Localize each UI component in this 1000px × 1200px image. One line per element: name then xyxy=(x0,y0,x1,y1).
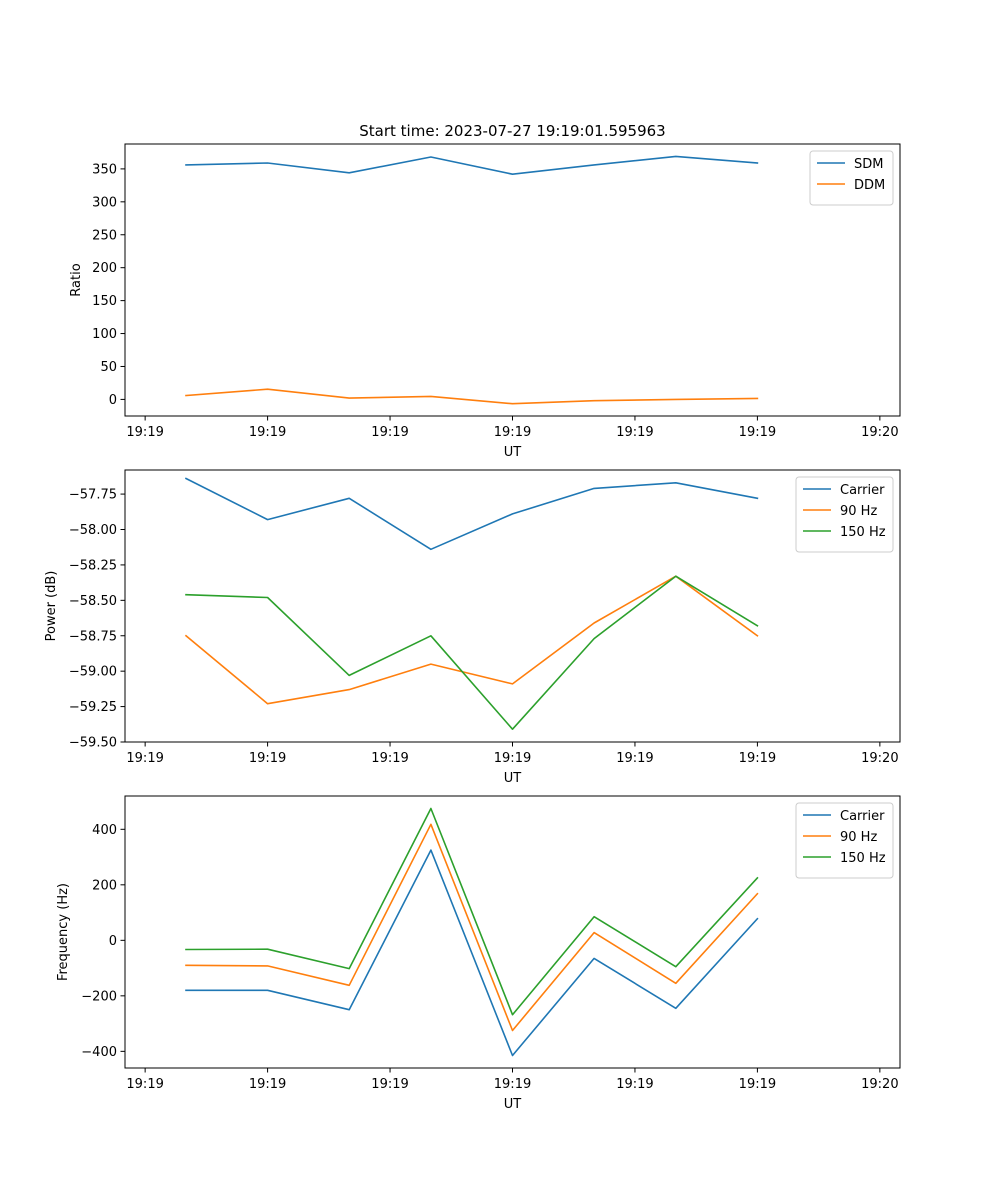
power-legend-label-carrier: Carrier xyxy=(840,483,885,498)
frequency-y-tick-label: 200 xyxy=(92,878,117,893)
frequency-series-150-hz-line xyxy=(185,807,759,1016)
ratio-y-tick-label: 0 xyxy=(109,393,117,408)
frequency-x-tick-label: 19:19 xyxy=(126,1077,163,1092)
ratio-legend-label-ddm: DDM xyxy=(854,178,885,193)
power-y-tick-label: −59.25 xyxy=(69,700,117,715)
frequency-x-tick-label: 19:19 xyxy=(739,1077,776,1092)
frequency-x-tick-label: 19:19 xyxy=(249,1077,286,1092)
frequency-series-90-hz-line xyxy=(185,823,759,1032)
frequency-legend-label-90-hz: 90 Hz xyxy=(840,830,877,845)
ratio-y-tick-label: 350 xyxy=(92,162,117,177)
power-x-tick-label: 19:19 xyxy=(371,751,408,766)
power-chart: 19:19 19:19 19:19 19:19 19:19 19:19 19:20 −59.5… xyxy=(44,469,901,786)
power-y-axis-label: Power (dB) xyxy=(44,571,59,642)
frequency-legend-label-carrier: Carrier xyxy=(840,809,885,824)
power-x-tick-label: 19:19 xyxy=(739,751,776,766)
power-y-tick-label: −58.25 xyxy=(69,558,117,573)
ratio-series-sdm-line xyxy=(185,155,759,175)
frequency-chart: 19:19 19:19 19:19 19:19 19:19 19:19 19:20 −400 −… xyxy=(56,795,901,1112)
ratio-y-tick-label: 300 xyxy=(92,195,117,210)
ratio-y-tick-label: 200 xyxy=(92,261,117,276)
frequency-y-tick-label: −200 xyxy=(81,989,117,1004)
frequency-x-tick-label: 19:19 xyxy=(371,1077,408,1092)
power-x-tick-label: 19:19 xyxy=(494,751,531,766)
ratio-chart: 19:19 19:19 19:19 19:19 19:19 19:19 19:20 0 50 10… xyxy=(69,143,901,460)
ratio-x-tick-label: 19:19 xyxy=(739,425,776,440)
power-x-tick-label: 19:19 xyxy=(616,751,653,766)
figure-title: Start time: 2023-07-27 19:19:01.595963 xyxy=(359,122,665,140)
power-x-axis-label: UT xyxy=(504,771,522,786)
frequency-y-tick-label: −400 xyxy=(81,1045,117,1060)
power-y-tick-label: −58.00 xyxy=(69,523,117,538)
power-series-150-hz-line xyxy=(185,575,759,731)
frequency-y-tick-label: 0 xyxy=(109,934,117,949)
frequency-x-tick-label: 19:19 xyxy=(494,1077,531,1092)
ratio-x-tick-label: 19:19 xyxy=(494,425,531,440)
power-legend-box xyxy=(795,476,894,553)
power-y-tick-label: −58.75 xyxy=(69,629,117,644)
ratio-x-tick-label: 19:19 xyxy=(126,425,163,440)
power-x-tick-label: 19:19 xyxy=(126,751,163,766)
frequency-y-tick-label: 400 xyxy=(92,823,117,838)
power-legend-label-150-hz: 150 Hz xyxy=(840,525,886,540)
power-series-90-hz-line xyxy=(184,575,759,705)
ratio-x-tick-label: 19:19 xyxy=(249,425,286,440)
power-x-tick-label: 19:20 xyxy=(861,751,898,766)
power-legend-label-90-hz: 90 Hz xyxy=(840,504,877,519)
frequency-legend: Carrier 90 Hz 150 Hz xyxy=(795,802,894,879)
power-y-tick-label: −57.75 xyxy=(69,488,117,503)
power-x-tick-label: 19:19 xyxy=(249,751,286,766)
ratio-y-axis-label: Ratio xyxy=(69,263,84,296)
power-series-carrier-line xyxy=(184,477,759,551)
frequency-legend-box xyxy=(795,802,894,879)
ratio-legend-box xyxy=(809,150,894,206)
power-y-tick-label: −59.50 xyxy=(69,736,117,751)
ratio-x-tick-label: 19:19 xyxy=(616,425,653,440)
power-y-tick-label: −59.00 xyxy=(69,665,117,680)
ratio-y-tick-label: 250 xyxy=(92,228,117,243)
ratio-legend-label-sdm: SDM xyxy=(854,157,883,172)
ratio-legend: SDM DDM xyxy=(809,150,894,206)
frequency-y-axis-label: Frequency (Hz) xyxy=(56,883,71,981)
frequency-x-axis-label: UT xyxy=(504,1097,522,1112)
ratio-y-tick-label: 150 xyxy=(92,294,117,309)
ratio-series-ddm-line xyxy=(185,388,759,405)
ratio-y-tick-label: 100 xyxy=(92,327,117,342)
frequency-series-carrier-line xyxy=(185,849,759,1057)
ratio-y-tick-label: 50 xyxy=(100,360,117,375)
frequency-legend-label-150-hz: 150 Hz xyxy=(840,851,886,866)
power-legend: Carrier 90 Hz 150 Hz xyxy=(795,476,894,553)
frequency-x-tick-label: 19:20 xyxy=(861,1077,898,1092)
ratio-x-tick-label: 19:19 xyxy=(371,425,408,440)
ratio-x-axis-label: UT xyxy=(504,445,522,460)
frequency-x-tick-label: 19:19 xyxy=(616,1077,653,1092)
power-y-tick-label: −58.50 xyxy=(69,594,117,609)
ratio-x-tick-label: 19:20 xyxy=(861,425,898,440)
